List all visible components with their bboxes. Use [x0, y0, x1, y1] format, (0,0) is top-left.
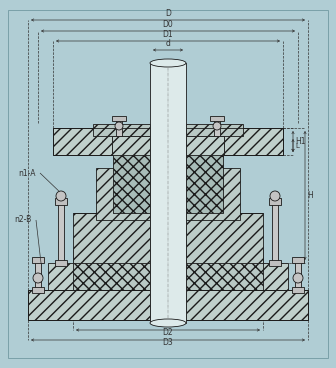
Circle shape — [33, 273, 43, 283]
Bar — [73, 250, 150, 290]
Bar — [113, 148, 150, 213]
Bar — [186, 148, 223, 213]
Bar — [73, 213, 150, 263]
Bar — [32, 257, 44, 263]
Circle shape — [213, 122, 221, 130]
Bar — [210, 116, 224, 121]
Bar — [186, 168, 240, 220]
Bar — [32, 287, 44, 293]
Text: H1: H1 — [295, 137, 305, 146]
Bar — [269, 198, 281, 205]
Bar — [186, 250, 263, 290]
Circle shape — [115, 122, 123, 130]
Bar — [292, 257, 304, 263]
Bar — [269, 260, 281, 266]
Bar — [53, 128, 112, 155]
Text: D1: D1 — [163, 30, 173, 39]
Bar — [35, 260, 41, 290]
Bar — [58, 198, 64, 263]
Bar — [96, 168, 150, 220]
Text: n2-B: n2-B — [14, 216, 31, 224]
Text: n1-A: n1-A — [18, 169, 36, 177]
Bar — [116, 118, 122, 136]
Circle shape — [56, 191, 66, 201]
Text: D0: D0 — [163, 20, 173, 29]
Bar — [292, 287, 304, 293]
Bar — [93, 124, 150, 136]
Text: d: d — [166, 39, 170, 48]
Bar — [55, 198, 67, 205]
Bar — [28, 290, 150, 320]
Text: D2: D2 — [163, 328, 173, 337]
Bar — [48, 263, 150, 290]
Bar — [214, 118, 220, 136]
Circle shape — [270, 191, 280, 201]
Bar — [186, 136, 224, 155]
Bar — [186, 263, 288, 290]
Ellipse shape — [150, 59, 186, 67]
Circle shape — [293, 273, 303, 283]
Bar — [55, 260, 67, 266]
Bar — [112, 136, 150, 155]
Bar — [186, 124, 243, 136]
Bar — [150, 63, 186, 323]
Bar — [295, 260, 301, 290]
Ellipse shape — [150, 319, 186, 327]
Text: D3: D3 — [163, 338, 173, 347]
Bar — [112, 116, 126, 121]
Text: H: H — [307, 191, 313, 200]
Bar — [186, 290, 308, 320]
Text: L: L — [295, 142, 299, 149]
Bar — [224, 128, 283, 155]
Bar — [272, 198, 278, 263]
Text: D: D — [165, 9, 171, 18]
Bar — [186, 213, 263, 263]
